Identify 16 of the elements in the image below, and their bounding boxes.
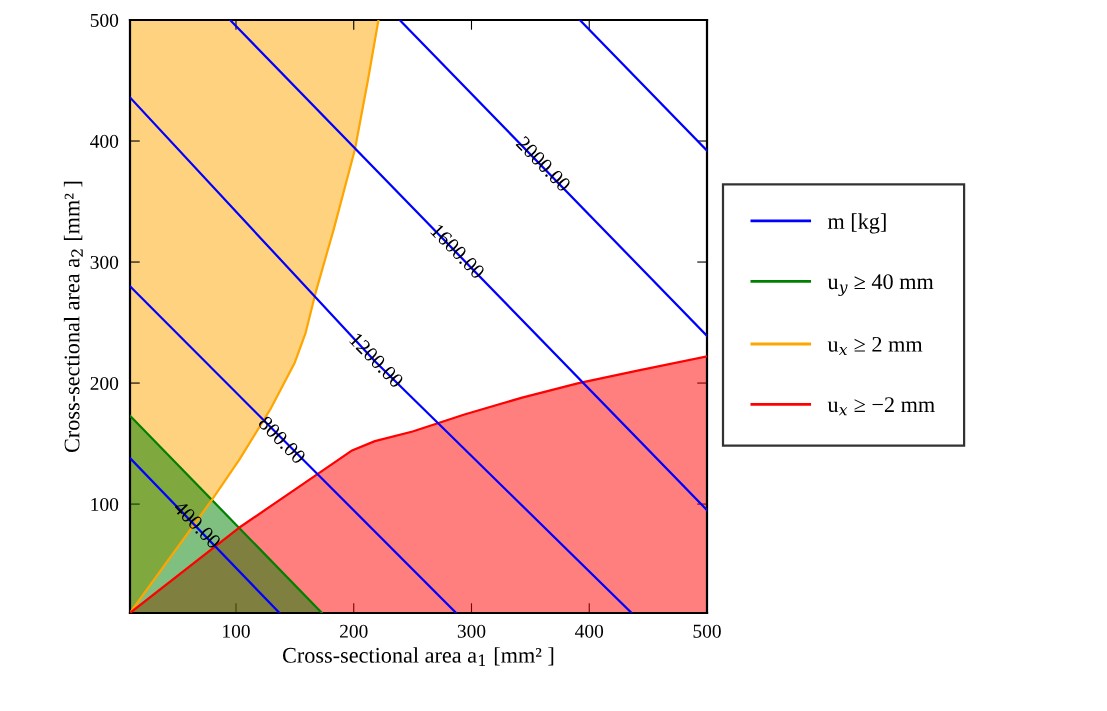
x-tick-label: 500 <box>693 624 721 638</box>
legend-label: m [kg] <box>827 213 886 234</box>
legend-label: u$_{x}$ ≥ −2 mm <box>827 397 935 416</box>
y-tick-label: 500 <box>90 13 119 27</box>
x-axis-title: Cross-sectional area a$_{1}$ [mm² ] <box>282 647 554 667</box>
y-tick-label: 100 <box>91 497 119 512</box>
x-tick-label: 200 <box>340 624 368 638</box>
x-tick-label: 300 <box>457 624 486 638</box>
legend-label: u$_{x}$ ≥ 2 mm <box>827 336 923 356</box>
x-tick-label: 100 <box>223 624 250 638</box>
y-tick-label: 400 <box>90 134 119 148</box>
y-axis-title: Cross-sectional area a$_{2}$ [mm² ] <box>63 181 83 453</box>
x-tick-label: 400 <box>575 624 604 638</box>
y-tick-label: 300 <box>90 255 119 269</box>
legend-label: u$_{y}$ ≥ 40 mm <box>827 274 934 296</box>
y-tick-label: 200 <box>90 376 119 390</box>
